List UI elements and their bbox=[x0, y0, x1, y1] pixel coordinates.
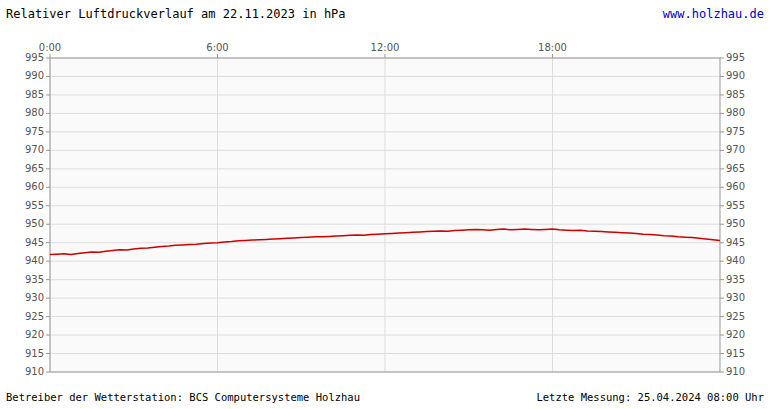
grid-line-x bbox=[217, 58, 218, 372]
y2-tick-label: 975 bbox=[726, 126, 745, 137]
y-tick bbox=[46, 58, 50, 59]
y-tick bbox=[46, 113, 50, 114]
y-tick-label: 940 bbox=[25, 255, 44, 266]
y2-tick-label: 985 bbox=[726, 89, 745, 100]
y2-tick-label: 920 bbox=[726, 329, 745, 340]
y-tick-label: 995 bbox=[25, 52, 44, 63]
y-tick bbox=[46, 168, 50, 169]
y-tick-label: 950 bbox=[25, 218, 44, 229]
y-tick-label: 960 bbox=[25, 181, 44, 192]
y-tick-label: 990 bbox=[25, 70, 44, 81]
y-tick-label: 920 bbox=[25, 329, 44, 340]
y-tick-label: 945 bbox=[25, 237, 44, 248]
y-tick-label: 980 bbox=[25, 107, 44, 118]
y2-tick-label: 990 bbox=[726, 70, 745, 81]
y-tick-label: 930 bbox=[25, 292, 44, 303]
y2-tick bbox=[720, 372, 724, 373]
title: Relativer Luftdruckverlauf am 22.11.2023… bbox=[6, 7, 346, 21]
y2-tick bbox=[720, 298, 724, 299]
y2-tick bbox=[720, 279, 724, 280]
y-tick bbox=[46, 242, 50, 243]
y-tick bbox=[46, 372, 50, 373]
pressure-line bbox=[50, 229, 720, 254]
y2-tick bbox=[720, 224, 724, 225]
plot-area bbox=[50, 58, 720, 372]
y2-tick-label: 965 bbox=[726, 163, 745, 174]
y2-tick-label: 945 bbox=[726, 237, 745, 248]
y-tick bbox=[46, 150, 50, 151]
x-tick bbox=[385, 54, 386, 58]
y2-tick bbox=[720, 205, 724, 206]
y-tick bbox=[46, 131, 50, 132]
y2-tick-label: 970 bbox=[726, 144, 745, 155]
grid bbox=[50, 58, 720, 372]
y2-tick-label: 925 bbox=[726, 311, 745, 322]
y-tick bbox=[46, 187, 50, 188]
y2-tick bbox=[720, 242, 724, 243]
y2-tick bbox=[720, 168, 724, 169]
footer-left: Betreiber der Wetterstation: BCS Compute… bbox=[6, 391, 360, 403]
y-tick bbox=[46, 94, 50, 95]
y-tick bbox=[46, 279, 50, 280]
y2-tick bbox=[720, 113, 724, 114]
y2-axis: 910 915 920 925 930 935 940 945 950 955 960 965 970 9… bbox=[720, 52, 745, 377]
x-tick-label: 6:00 bbox=[206, 42, 228, 53]
x-axis: 0:00 6:00 12:00 18:00 bbox=[39, 42, 567, 58]
y-tick bbox=[46, 335, 50, 336]
y-tick-label: 975 bbox=[25, 126, 44, 137]
x-tick bbox=[50, 54, 51, 58]
x-tick-label: 12:00 bbox=[371, 42, 400, 53]
y-tick-label: 915 bbox=[25, 348, 44, 359]
plot-frame bbox=[50, 58, 720, 372]
y2-tick bbox=[720, 335, 724, 336]
y2-tick-label: 950 bbox=[726, 218, 745, 229]
grid-line-x bbox=[385, 58, 386, 372]
y2-tick-label: 995 bbox=[726, 52, 745, 63]
series bbox=[50, 229, 720, 254]
x-tick-label: 0:00 bbox=[39, 42, 61, 53]
y2-tick bbox=[720, 150, 724, 151]
y2-tick-label: 940 bbox=[726, 255, 745, 266]
url: www.holzhau.de bbox=[663, 7, 764, 21]
y-tick bbox=[46, 353, 50, 354]
y-tick-label: 985 bbox=[25, 89, 44, 100]
y2-tick bbox=[720, 353, 724, 354]
x-tick bbox=[217, 54, 218, 58]
y-tick-label: 925 bbox=[25, 311, 44, 322]
y2-tick-label: 960 bbox=[726, 181, 745, 192]
y-tick bbox=[46, 316, 50, 317]
y2-tick-label: 935 bbox=[726, 274, 745, 285]
y2-tick bbox=[720, 76, 724, 77]
y2-tick-label: 910 bbox=[726, 366, 745, 377]
y-tick bbox=[46, 224, 50, 225]
y-axis: 910 915 920 925 930 935 940 945 950 955 960 965 970 9… bbox=[25, 52, 50, 377]
y2-tick bbox=[720, 316, 724, 317]
y-tick bbox=[46, 205, 50, 206]
x-tick bbox=[552, 54, 553, 58]
y2-tick bbox=[720, 131, 724, 132]
y2-tick bbox=[720, 261, 724, 262]
chart: 910 915 920 925 930 935 940 945 950 955 960 965 970 9… bbox=[0, 0, 770, 409]
y-tick-label: 955 bbox=[25, 200, 44, 211]
y-tick-label: 965 bbox=[25, 163, 44, 174]
chart-container: 910 915 920 925 930 935 940 945 950 955 960 965 970 9… bbox=[0, 0, 770, 409]
y2-tick bbox=[720, 58, 724, 59]
y2-tick bbox=[720, 187, 724, 188]
x-tick-label: 18:00 bbox=[538, 42, 567, 53]
y-tick-label: 970 bbox=[25, 144, 44, 155]
y2-tick-label: 930 bbox=[726, 292, 745, 303]
footer-right: Letzte Messung: 25.04.2024 08:00 Uhr bbox=[536, 391, 764, 403]
y-tick bbox=[46, 76, 50, 77]
y2-tick-label: 955 bbox=[726, 200, 745, 211]
y-tick bbox=[46, 261, 50, 262]
y-tick bbox=[46, 298, 50, 299]
y2-tick-label: 915 bbox=[726, 348, 745, 359]
y-tick-label: 935 bbox=[25, 274, 44, 285]
y2-tick bbox=[720, 94, 724, 95]
grid-line-x bbox=[552, 58, 553, 372]
y-tick-label: 910 bbox=[25, 366, 44, 377]
y2-tick-label: 980 bbox=[726, 107, 745, 118]
